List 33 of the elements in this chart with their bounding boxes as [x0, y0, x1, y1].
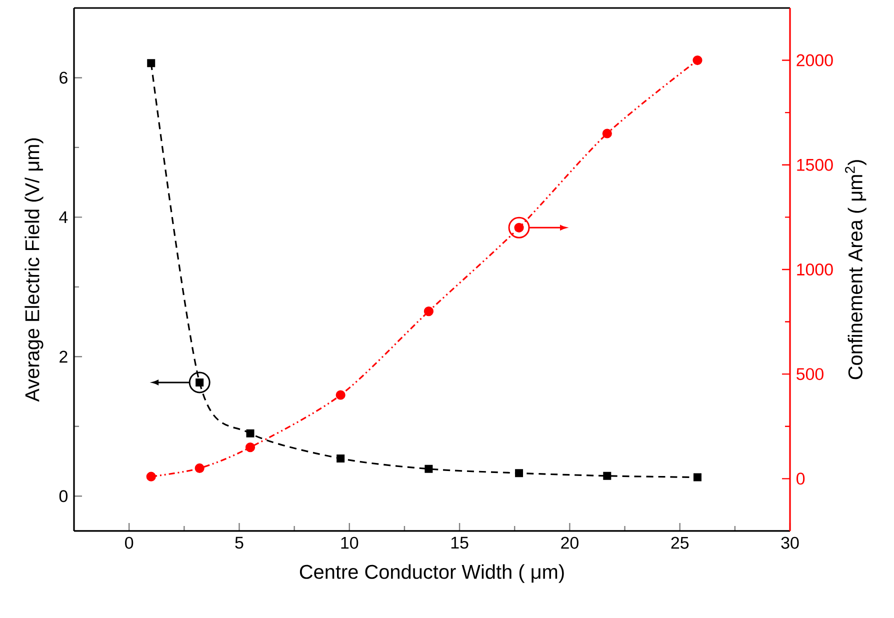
x-tick-label: 30: [781, 536, 799, 549]
y2-tick-label: 2000: [796, 54, 833, 66]
y2-tick-label: 1500: [797, 158, 833, 171]
y-axis-title: Average Electric Field (V/ μm): [24, 138, 44, 402]
point: [515, 469, 524, 478]
x-tick-label: 10: [341, 536, 358, 549]
x-tick-label: 20: [561, 536, 578, 549]
point: [692, 55, 702, 66]
x-axis-title: Centre Conductor Width ( μm): [300, 564, 564, 583]
y-tick-label: 6: [60, 72, 68, 84]
x-tick-label: 0: [125, 536, 134, 549]
x-tick-label: 25: [671, 536, 689, 549]
point: [245, 442, 256, 452]
point: [424, 464, 433, 473]
point: [194, 463, 204, 474]
point: [603, 472, 612, 480]
point: [336, 454, 345, 462]
x-tick-label: 5: [235, 536, 244, 549]
y-tick-label: 0: [59, 490, 68, 502]
point: [602, 128, 612, 138]
point: [246, 429, 254, 438]
y2-tick-label: 1000: [797, 263, 833, 276]
point: [693, 473, 702, 482]
point: [424, 306, 434, 316]
y2-tick-label: 500: [796, 368, 824, 380]
y2-tick-label: 0: [796, 472, 805, 485]
point: [147, 59, 156, 68]
point: [336, 390, 346, 400]
y2-axis-title: Confinement Area ( μm$^{2}$): [845, 160, 866, 380]
y-tick-label: 4: [59, 211, 68, 224]
point: [146, 472, 156, 482]
y-tick-label: 2: [60, 350, 68, 363]
x-tick-label: 15: [451, 536, 468, 549]
